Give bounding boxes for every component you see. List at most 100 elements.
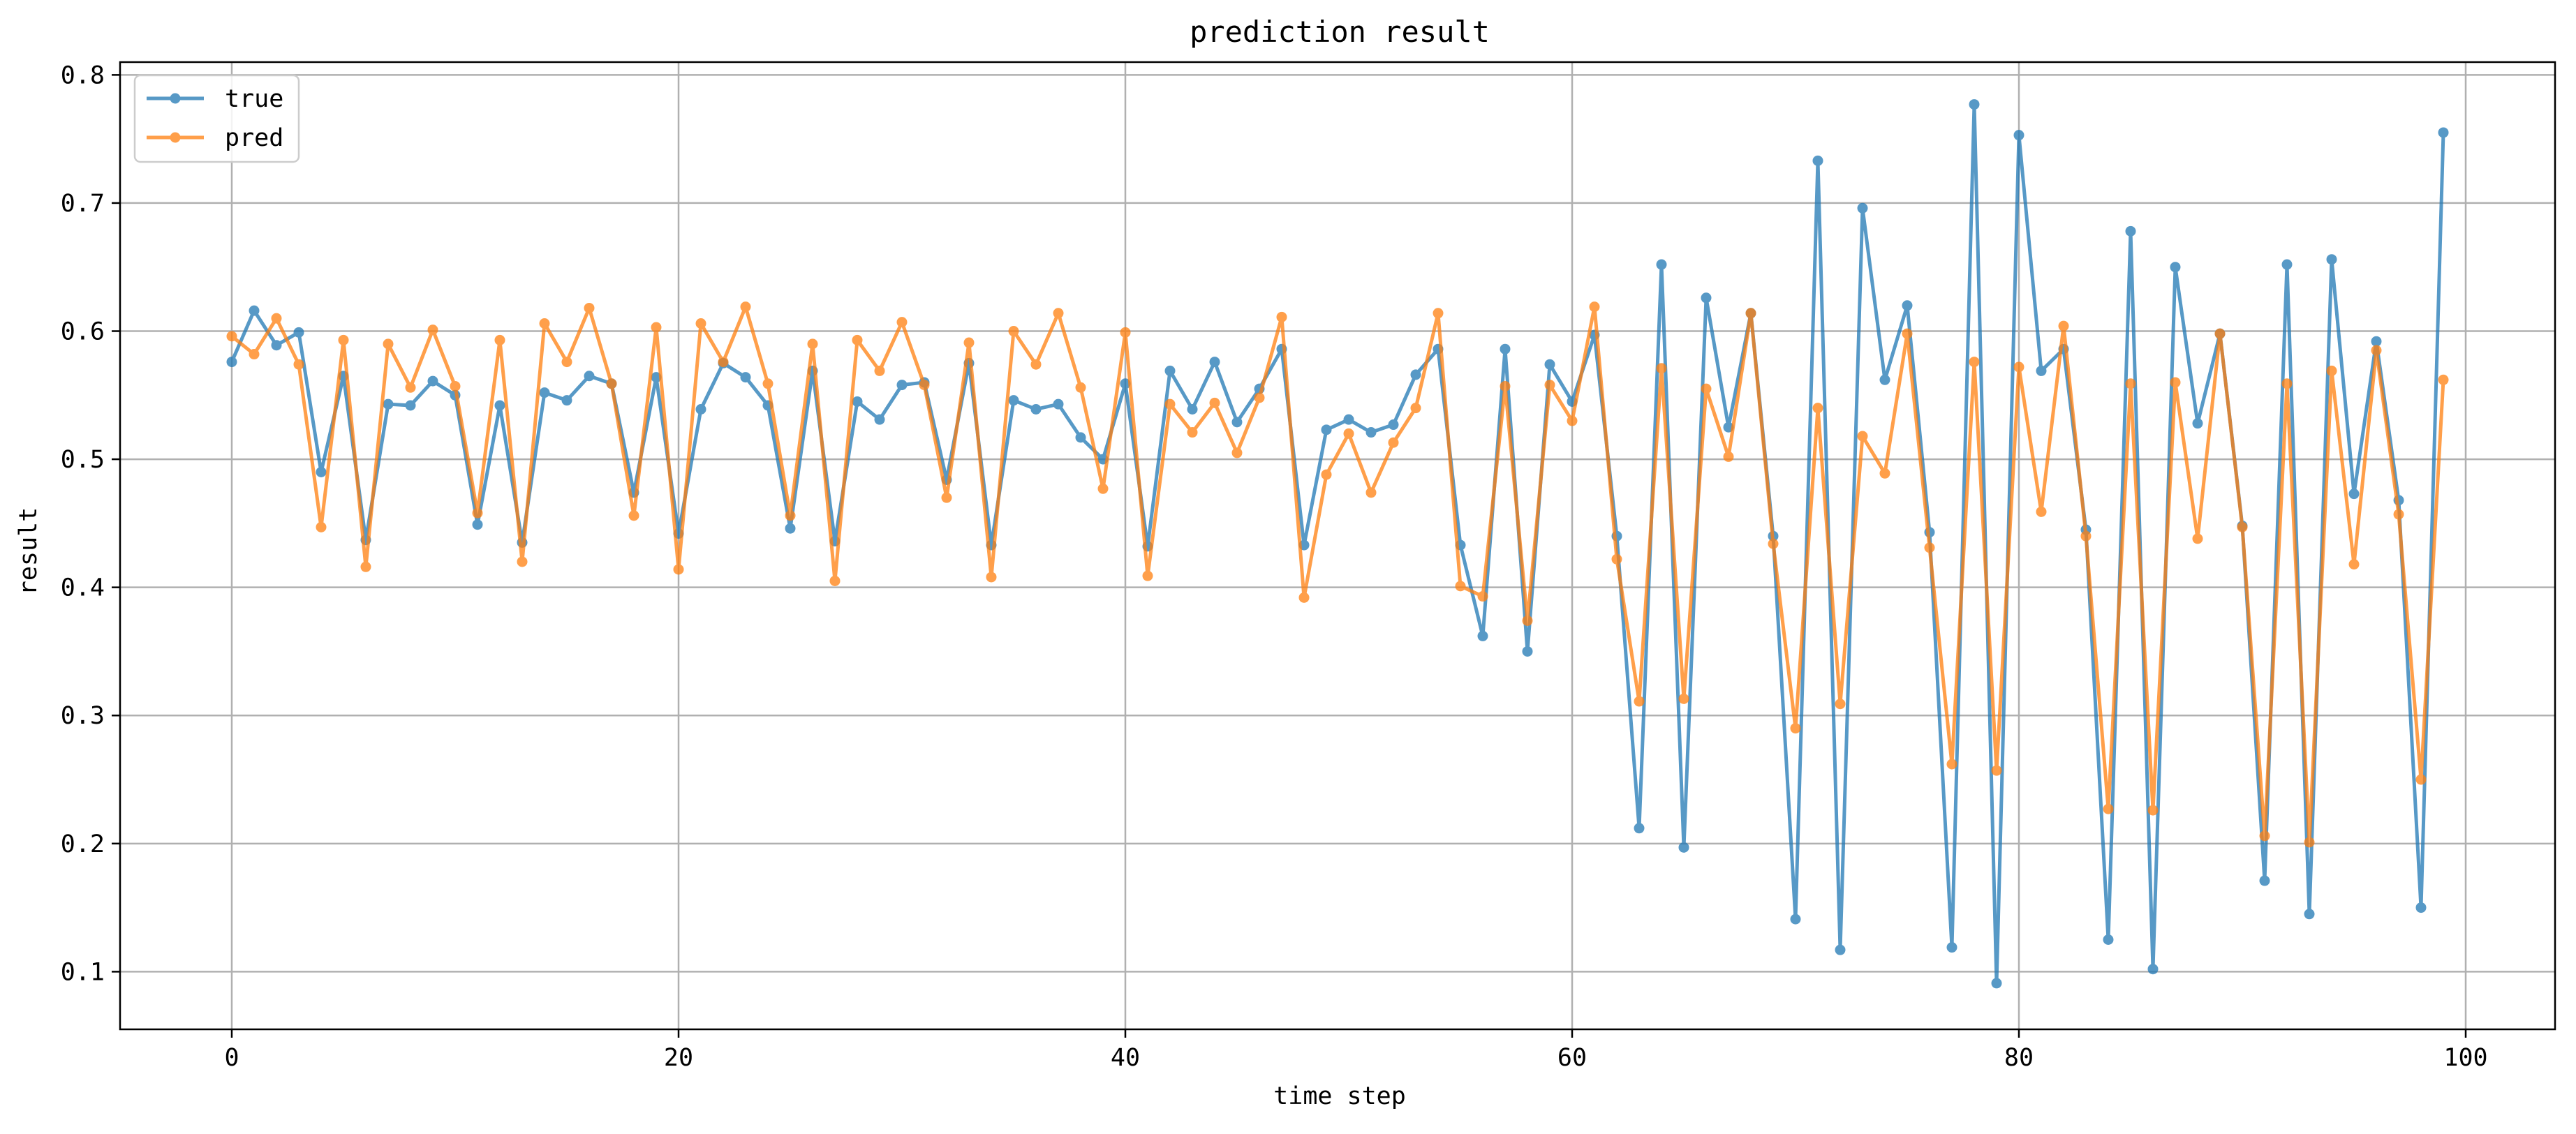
data-point [383, 398, 394, 410]
data-point [852, 334, 863, 345]
legend-marker [170, 93, 181, 104]
legend-label: true [225, 85, 283, 113]
data-point [1187, 403, 1198, 415]
data-point [628, 510, 639, 521]
data-point [1522, 615, 1533, 626]
data-point [2281, 259, 2293, 270]
data-point [740, 301, 751, 313]
data-point [1075, 432, 1086, 443]
data-point [1164, 365, 1176, 376]
data-point [651, 322, 662, 333]
x-tick-label: 80 [2004, 1044, 2034, 1072]
data-point [1365, 427, 1377, 438]
data-point [271, 313, 282, 324]
data-point [360, 561, 371, 572]
data-point [539, 318, 550, 329]
y-tick-label: 0.4 [61, 574, 105, 602]
data-point [226, 331, 237, 342]
data-point [1030, 359, 1042, 370]
data-point [2192, 418, 2203, 429]
data-point [561, 357, 572, 368]
data-point [762, 378, 773, 389]
data-point [2036, 365, 2047, 376]
data-point [2281, 378, 2293, 389]
data-point [2013, 130, 2024, 141]
data-point [1812, 403, 1823, 414]
chart-title: prediction result [1190, 15, 1490, 49]
data-point [1879, 374, 1890, 385]
data-point [1544, 380, 1555, 391]
data-point [1969, 99, 1980, 110]
data-point [584, 302, 595, 313]
data-point [1857, 202, 1868, 214]
legend-label: pred [225, 124, 283, 152]
data-point [1187, 427, 1198, 438]
data-point [427, 375, 438, 387]
data-point [896, 380, 908, 391]
data-point [1477, 591, 1488, 602]
y-tick-label: 0.6 [61, 318, 105, 346]
data-point [1298, 592, 1310, 603]
data-point [1343, 428, 1354, 439]
data-point [2371, 345, 2382, 356]
data-point [427, 324, 438, 336]
data-point [472, 507, 483, 518]
data-point [852, 396, 863, 407]
data-point [1030, 403, 1042, 415]
data-point [1634, 823, 1645, 834]
data-point [1857, 431, 1868, 442]
data-point [1231, 417, 1243, 428]
data-point [2147, 805, 2159, 816]
data-point [1053, 398, 1064, 410]
data-point [539, 387, 550, 398]
x-tick-label: 20 [664, 1044, 693, 1072]
data-point [1388, 437, 1399, 448]
data-point [1365, 487, 1377, 498]
data-point [517, 556, 528, 567]
data-point [584, 371, 595, 382]
data-point [1589, 301, 1600, 313]
legend: true pred [133, 74, 300, 163]
x-tick-label: 60 [1557, 1044, 1587, 1072]
data-point [1991, 765, 2002, 776]
data-point [1343, 414, 1354, 425]
data-point [1410, 369, 1421, 380]
plot-frame [119, 61, 2556, 1031]
y-tick-label: 0.5 [61, 446, 105, 474]
data-point [2438, 127, 2449, 138]
data-point [1410, 403, 1421, 414]
data-point [1946, 942, 1957, 953]
data-point [1678, 693, 1689, 704]
data-point [2304, 837, 2315, 848]
series-line [230, 103, 2445, 985]
data-point [2237, 521, 2248, 532]
data-point [1969, 357, 1980, 368]
data-point [1053, 308, 1064, 319]
data-point [1164, 398, 1176, 410]
data-point [1388, 419, 1399, 431]
y-tick-label: 0.1 [61, 958, 105, 986]
data-point [249, 349, 260, 360]
data-point [1142, 570, 1153, 581]
data-point [673, 564, 684, 575]
grid [120, 62, 2555, 1029]
data-point [271, 340, 282, 351]
data-point [383, 338, 394, 350]
data-point [405, 382, 416, 393]
ticks: 0 20 40 60 80 100 0.1 0.2 0.3 0.4 0.5 0.6 0.7 0.8 [61, 61, 2488, 1072]
data-point [1500, 343, 1511, 355]
data-point [1276, 311, 1287, 322]
data-point [2214, 328, 2226, 339]
data-point [405, 400, 416, 411]
data-point [1477, 630, 1488, 641]
data-point [1209, 357, 1220, 368]
data-point [2415, 774, 2427, 785]
data-point [718, 357, 729, 368]
y-tick-label: 0.8 [61, 61, 105, 89]
data-point [1768, 538, 1779, 549]
y-tick-label: 0.7 [61, 190, 105, 218]
data-point [2348, 488, 2360, 500]
data-point [2259, 875, 2270, 886]
data-point [1790, 723, 1801, 734]
data-point [829, 575, 841, 586]
